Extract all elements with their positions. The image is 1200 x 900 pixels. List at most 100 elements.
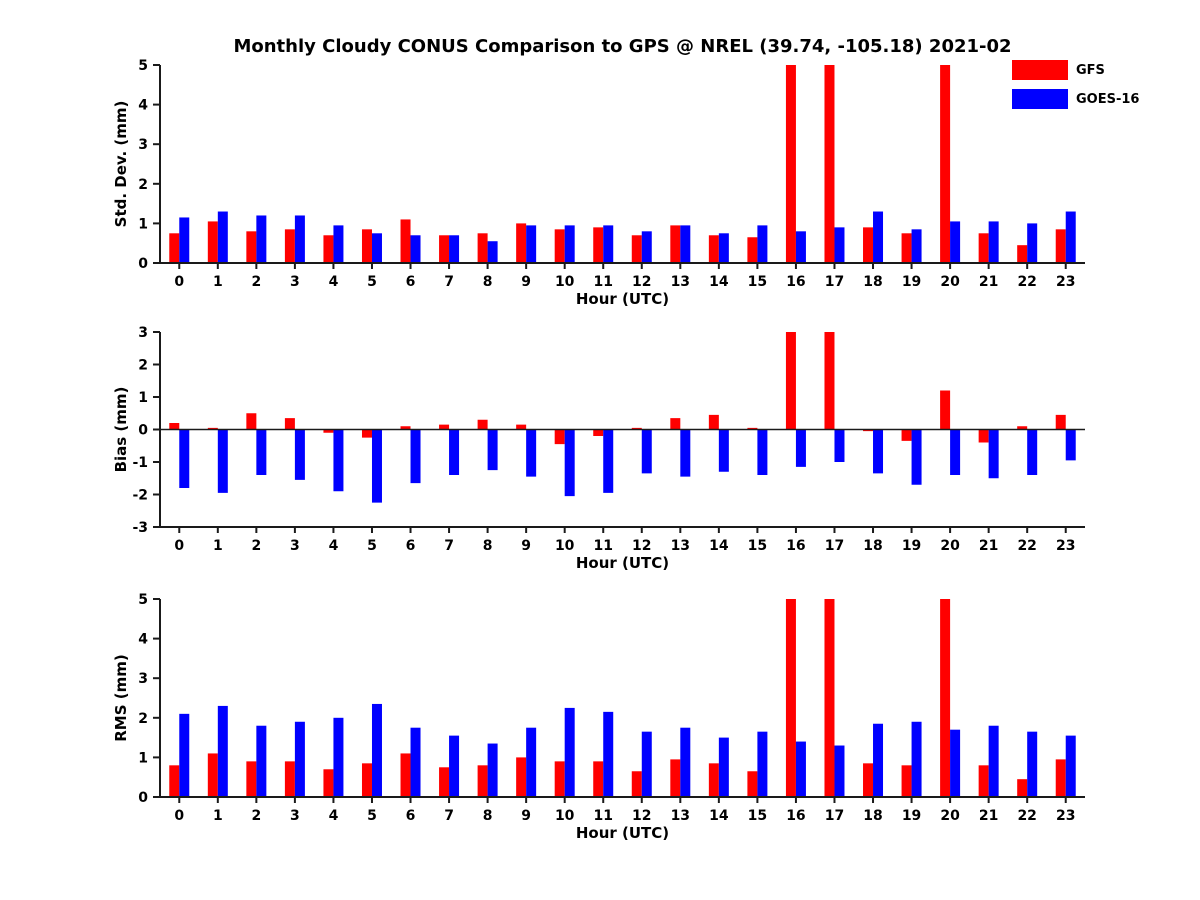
x-tick-label: 3 — [290, 808, 300, 824]
x-tick-label: 14 — [709, 538, 729, 554]
x-tick-label: 4 — [329, 538, 339, 554]
x-tick-label: 15 — [748, 538, 767, 554]
x-tick-label: 9 — [521, 808, 531, 824]
y-axis-label: RMS (mm) — [112, 654, 130, 741]
gfs-bar — [824, 332, 835, 430]
gfs-bar — [670, 759, 681, 797]
y-tick-label: -1 — [132, 455, 148, 471]
x-tick-label: 13 — [671, 538, 690, 554]
x-tick-label: 0 — [174, 538, 184, 554]
x-tick-label: 23 — [1056, 808, 1075, 824]
goes16-bar — [179, 217, 190, 263]
y-tick-label: 1 — [138, 216, 148, 232]
x-tick-label: 4 — [329, 274, 339, 290]
y-tick-label: 3 — [138, 671, 148, 687]
gfs-bar — [246, 761, 257, 797]
gfs-bar — [785, 332, 796, 430]
gfs-bar — [361, 229, 372, 263]
gfs-bar — [554, 229, 565, 263]
goes16-bar — [834, 745, 845, 797]
goes16-bar — [1065, 735, 1076, 797]
gfs-bar — [747, 771, 758, 797]
goes16-bar — [988, 429, 999, 479]
goes16-bar — [333, 429, 344, 492]
gfs-bar — [323, 235, 334, 263]
x-tick-label: 18 — [863, 808, 882, 824]
y-tick-label: 4 — [138, 98, 148, 114]
x-tick-label: 16 — [786, 808, 805, 824]
gfs-bar — [323, 769, 334, 797]
gfs-bar — [207, 427, 218, 430]
x-tick-label: 0 — [174, 808, 184, 824]
gfs-bar — [284, 229, 295, 263]
gfs-bar — [593, 227, 604, 263]
gfs-bar — [477, 233, 488, 263]
goes16-bar — [449, 429, 460, 475]
goes16-bar — [950, 729, 961, 797]
x-tick-label: 23 — [1056, 538, 1075, 554]
goes16-bar — [603, 429, 614, 493]
gfs-bar — [246, 231, 257, 263]
goes16-bar — [256, 725, 267, 797]
goes16-bar — [988, 221, 999, 263]
goes16-bar — [1065, 429, 1076, 461]
x-tick-label: 17 — [825, 538, 844, 554]
x-tick-label: 18 — [863, 538, 882, 554]
x-axis-label: Hour (UTC) — [576, 824, 669, 842]
gfs-bar — [901, 233, 912, 263]
gfs-bar — [747, 237, 758, 263]
x-tick-label: 19 — [902, 808, 921, 824]
goes16-bar — [371, 703, 382, 797]
goes16-bar — [564, 429, 575, 497]
gfs-bar — [400, 219, 411, 263]
gfs-bar — [516, 223, 527, 263]
goes16-bar — [950, 221, 961, 263]
goes16-bar — [371, 429, 382, 503]
goes16-bar — [333, 717, 344, 797]
gfs-bar — [284, 761, 295, 797]
x-tick-label: 11 — [593, 538, 612, 554]
goes16-bar — [911, 229, 922, 263]
gfs-bar — [978, 233, 989, 263]
gfs-bar — [554, 761, 565, 797]
goes16-bar — [795, 429, 806, 467]
goes16-bar — [487, 429, 498, 471]
x-tick-label: 15 — [748, 274, 767, 290]
gfs-bar — [708, 235, 719, 263]
x-tick-label: 8 — [483, 538, 493, 554]
x-tick-label: 2 — [251, 274, 261, 290]
legend-item-gfs: GFS — [1012, 60, 1139, 80]
gfs-bar — [169, 423, 180, 430]
gfs-bar — [670, 225, 681, 263]
gfs-bar — [863, 429, 874, 432]
goes16-bar — [526, 225, 537, 263]
gfs-bar — [361, 763, 372, 797]
gfs-bar — [824, 65, 835, 263]
gfs-bar — [901, 429, 912, 441]
x-tick-label: 23 — [1056, 274, 1075, 290]
goes16-bar — [988, 725, 999, 797]
x-tick-label: 12 — [632, 808, 651, 824]
gfs-bar — [169, 233, 180, 263]
x-axis-label: Hour (UTC) — [576, 554, 669, 572]
gfs-bar — [361, 429, 372, 438]
y-tick-label: 2 — [138, 177, 148, 193]
goes16-bar — [641, 429, 652, 474]
y-tick-label: 1 — [138, 390, 148, 406]
goes16-bar — [371, 233, 382, 263]
gfs-bar — [670, 418, 681, 430]
goes16-bar — [256, 429, 267, 475]
goes16-bar — [410, 429, 421, 484]
y-axis-label: Bias (mm) — [112, 387, 130, 473]
x-tick-label: 7 — [444, 538, 454, 554]
gfs-bar — [1017, 779, 1028, 797]
goes16-bar — [873, 723, 884, 797]
goes16-bar — [294, 215, 305, 263]
x-tick-label: 4 — [329, 808, 339, 824]
gfs-bar — [708, 414, 719, 430]
x-tick-label: 5 — [367, 808, 377, 824]
x-tick-label: 11 — [593, 274, 612, 290]
gfs-bar — [1055, 414, 1066, 430]
goes16-bar — [603, 711, 614, 797]
